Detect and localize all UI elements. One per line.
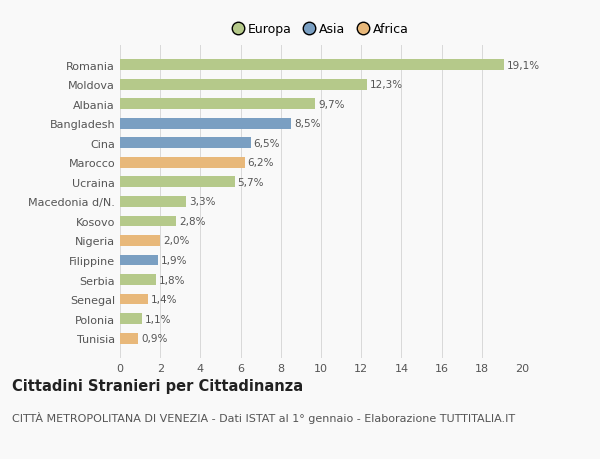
Bar [120,274,156,285]
Text: 5,7%: 5,7% [238,178,264,187]
Text: 8,5%: 8,5% [294,119,320,129]
Bar [120,177,235,188]
Bar [120,216,176,227]
Bar [120,60,504,71]
Text: 1,9%: 1,9% [161,256,188,265]
Text: 12,3%: 12,3% [370,80,403,90]
Text: 2,0%: 2,0% [163,236,190,246]
Bar [120,235,160,246]
Text: 19,1%: 19,1% [507,61,540,70]
Text: 1,8%: 1,8% [159,275,185,285]
Bar [120,118,291,129]
Text: 1,1%: 1,1% [145,314,172,324]
Text: Cittadini Stranieri per Cittadinanza: Cittadini Stranieri per Cittadinanza [12,379,303,394]
Text: 6,2%: 6,2% [248,158,274,168]
Text: CITTÀ METROPOLITANA DI VENEZIA - Dati ISTAT al 1° gennaio - Elaborazione TUTTITA: CITTÀ METROPOLITANA DI VENEZIA - Dati IS… [12,411,515,423]
Text: 1,4%: 1,4% [151,295,178,304]
Bar [120,79,367,90]
Bar [120,313,142,325]
Bar [120,196,187,207]
Bar [120,333,138,344]
Bar [120,99,315,110]
Bar [120,255,158,266]
Text: 3,3%: 3,3% [190,197,216,207]
Text: 2,8%: 2,8% [179,217,206,226]
Bar [120,138,251,149]
Text: 9,7%: 9,7% [318,100,344,109]
Bar [120,157,245,168]
Text: 6,5%: 6,5% [254,139,280,148]
Bar [120,294,148,305]
Text: 0,9%: 0,9% [141,334,167,343]
Legend: Europa, Asia, Africa: Europa, Asia, Africa [230,21,412,39]
